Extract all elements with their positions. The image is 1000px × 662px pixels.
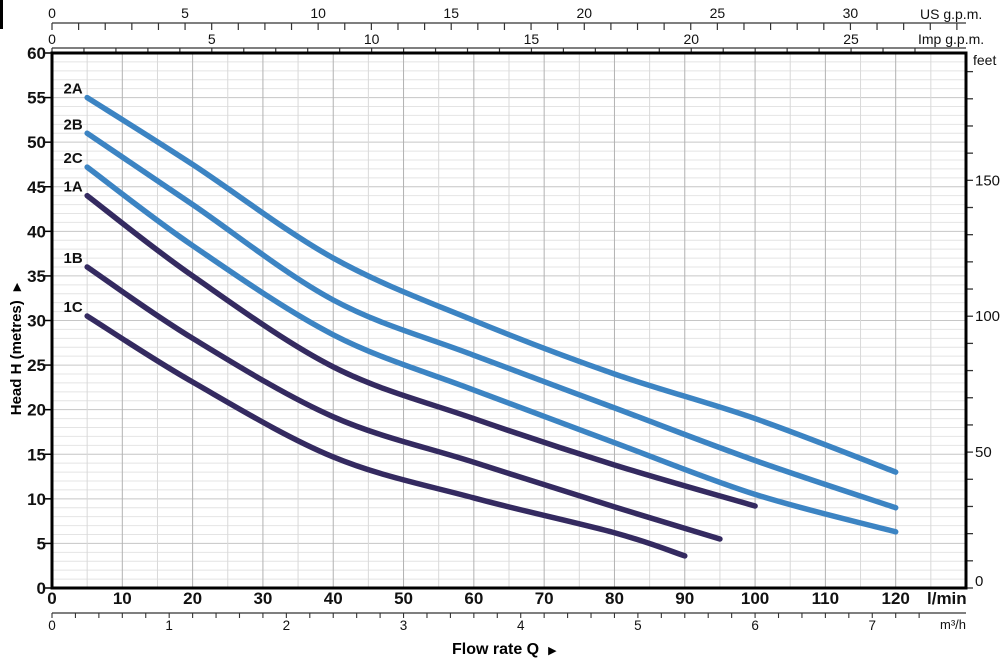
curve-label-2C: 2C — [64, 150, 83, 167]
svg-text:0: 0 — [47, 589, 56, 608]
curve-1A — [84, 192, 758, 509]
svg-text:10: 10 — [113, 589, 132, 608]
svg-text:15: 15 — [443, 5, 459, 21]
us-gpm-axis: 0 5 10 15 20 25 30 — [48, 5, 966, 30]
curve-2B — [84, 130, 899, 511]
svg-text:5: 5 — [37, 534, 46, 553]
curve-label-1C: 1C — [64, 299, 83, 316]
svg-text:4: 4 — [517, 618, 525, 633]
metres-axis: 0 5 10 15 20 25 30 35 40 45 50 55 60 — [27, 44, 52, 598]
svg-text:10: 10 — [27, 490, 46, 509]
svg-text:50: 50 — [394, 589, 413, 608]
curve-label-2A: 2A — [64, 81, 83, 98]
svg-text:60: 60 — [27, 44, 46, 63]
imp-gpm-axis: 0 5 10 15 20 25 — [48, 31, 966, 53]
svg-text:80: 80 — [605, 589, 624, 608]
curve-label-1B: 1B — [64, 250, 83, 267]
curve-2C — [84, 164, 899, 535]
svg-text:0: 0 — [37, 579, 46, 598]
svg-text:110: 110 — [812, 589, 839, 608]
svg-text:5: 5 — [181, 5, 189, 21]
curve-1B — [84, 264, 723, 542]
flow-rate-axis-title: Flow rate Q ▶ — [452, 641, 557, 659]
svg-text:2: 2 — [283, 618, 291, 633]
head-axis-title: Head H (metres) ▶ — [6, 264, 26, 434]
svg-text:25: 25 — [27, 356, 46, 375]
svg-text:10: 10 — [364, 31, 380, 47]
svg-text:100: 100 — [975, 308, 1000, 325]
svg-text:0: 0 — [48, 618, 56, 633]
curve-label-2B: 2B — [64, 116, 83, 133]
svg-text:20: 20 — [27, 401, 46, 420]
head-title-text: Head H (metres) — [7, 300, 25, 416]
svg-text:0: 0 — [975, 573, 983, 590]
m3h-unit-label: m³/h — [940, 617, 966, 632]
svg-text:25: 25 — [843, 31, 859, 47]
svg-text:70: 70 — [535, 589, 554, 608]
svg-text:15: 15 — [27, 445, 46, 464]
svg-text:20: 20 — [576, 5, 592, 21]
svg-text:5: 5 — [634, 618, 642, 633]
svg-text:1: 1 — [165, 618, 173, 633]
svg-text:40: 40 — [27, 222, 46, 241]
svg-text:3: 3 — [400, 618, 408, 633]
svg-text:90: 90 — [675, 589, 694, 608]
svg-text:25: 25 — [710, 5, 726, 21]
svg-text:0: 0 — [48, 31, 56, 47]
svg-text:45: 45 — [27, 178, 46, 197]
feet-unit-label: feet — [973, 52, 997, 68]
grid — [52, 53, 966, 588]
scan-edge-artifact — [0, 0, 3, 29]
flow-rate-title-text: Flow rate Q — [452, 641, 540, 658]
curve-label-1A: 1A — [64, 179, 83, 196]
svg-text:30: 30 — [27, 312, 46, 331]
svg-text:55: 55 — [27, 89, 46, 108]
svg-text:40: 40 — [324, 589, 343, 608]
lmin-axis: 0 10 20 30 40 50 60 70 80 90 100 110 120 — [47, 589, 910, 608]
svg-text:7: 7 — [869, 618, 877, 633]
svg-text:150: 150 — [975, 172, 1000, 189]
svg-text:10: 10 — [310, 5, 326, 21]
m3h-axis: 0 1 2 3 4 5 6 7 — [48, 612, 966, 633]
svg-text:30: 30 — [843, 5, 859, 21]
svg-text:20: 20 — [183, 589, 202, 608]
svg-text:50: 50 — [27, 133, 46, 152]
feet-axis: 0 50 100 150 — [966, 70, 1000, 590]
plot-border — [50, 51, 968, 590]
svg-text:0: 0 — [48, 5, 56, 21]
curve-1C — [84, 313, 688, 559]
curve-2A — [84, 94, 899, 475]
right-arrow-icon: ▶ — [548, 644, 557, 657]
svg-text:35: 35 — [27, 267, 46, 286]
svg-text:5: 5 — [208, 31, 216, 47]
svg-text:50: 50 — [975, 444, 992, 461]
us-gpm-unit-label: US g.p.m. — [920, 6, 983, 22]
svg-text:120: 120 — [882, 589, 910, 608]
svg-text:6: 6 — [751, 618, 759, 633]
svg-text:15: 15 — [524, 31, 540, 47]
up-arrow-icon: ▶ — [10, 282, 23, 292]
curves: 2A 2B 2C 1A 1B 1C — [64, 81, 899, 559]
svg-text:20: 20 — [683, 31, 699, 47]
svg-text:30: 30 — [253, 589, 272, 608]
imp-gpm-unit-label: Imp g.p.m. — [918, 31, 985, 47]
svg-text:60: 60 — [464, 589, 483, 608]
lmin-unit-label: l/min — [927, 589, 967, 608]
svg-text:100: 100 — [741, 589, 769, 608]
